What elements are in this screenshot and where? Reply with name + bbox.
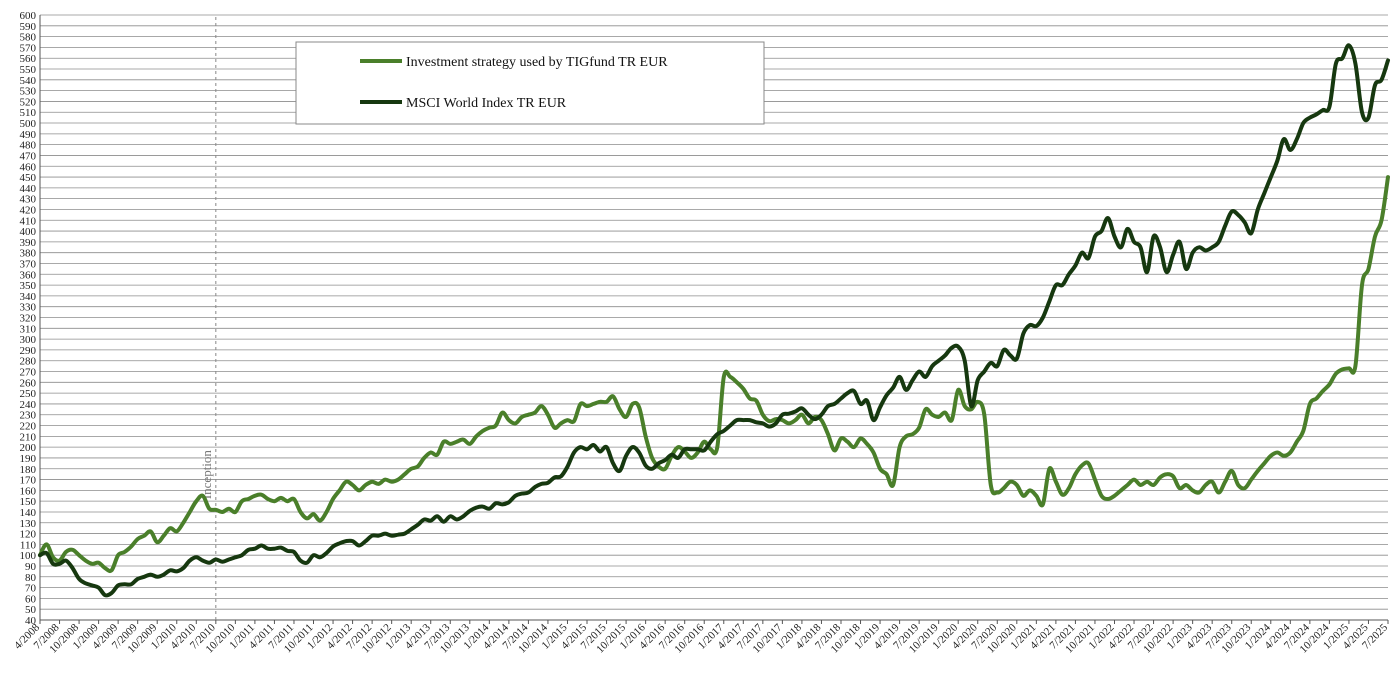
y-tick-label: 550 (20, 64, 37, 76)
y-tick-label: 290 (20, 345, 37, 357)
y-tick-label: 520 (20, 96, 37, 108)
y-tick-label: 60 (25, 593, 37, 605)
y-tick-label: 340 (20, 291, 37, 303)
y-tick-label: 510 (20, 107, 37, 119)
y-tick-label: 430 (20, 194, 37, 206)
y-tick-label: 170 (20, 475, 37, 487)
x-axis-ticks: 4/20087/200810/20081/20094/20097/200910/… (12, 620, 1390, 656)
y-tick-label: 270 (20, 367, 37, 379)
y-tick-label: 120 (20, 529, 37, 541)
grid (39, 14, 1388, 621)
y-tick-label: 580 (20, 32, 37, 44)
y-tick-label: 420 (20, 204, 37, 216)
y-tick-label: 450 (20, 172, 37, 184)
y-tick-label: 410 (20, 215, 37, 227)
y-tick-label: 280 (20, 356, 37, 368)
y-tick-label: 150 (20, 496, 37, 508)
y-tick-label: 140 (20, 507, 37, 519)
inception-label: Inception (199, 450, 214, 500)
y-tick-label: 590 (20, 21, 37, 33)
y-tick-label: 210 (20, 431, 37, 443)
legend: Investment strategy used by TIGfund TR E… (295, 41, 765, 125)
y-tick-label: 160 (20, 485, 37, 497)
y-tick-label: 540 (20, 75, 37, 87)
y-tick-label: 530 (20, 86, 37, 98)
legend-box (295, 41, 765, 125)
y-tick-label: 180 (20, 464, 37, 476)
y-tick-label: 380 (20, 248, 37, 260)
y-tick-label: 100 (20, 550, 37, 562)
y-tick-label: 480 (20, 140, 37, 152)
y-tick-label: 230 (20, 410, 37, 422)
y-tick-label: 200 (20, 442, 37, 454)
y-tick-label: 470 (20, 150, 37, 162)
y-tick-label: 90 (25, 561, 37, 573)
y-tick-label: 50 (25, 604, 37, 616)
y-tick-label: 400 (20, 226, 37, 238)
series-line-strategy (38, 175, 1390, 574)
y-tick-label: 240 (20, 399, 37, 411)
y-tick-label: 110 (20, 539, 37, 551)
y-tick-label: 600 (20, 10, 37, 22)
y-tick-label: 330 (20, 302, 37, 314)
y-tick-label: 300 (20, 334, 37, 346)
y-tick-label: 490 (20, 129, 37, 141)
y-tick-label: 250 (20, 388, 37, 400)
y-tick-label: 40 (25, 615, 37, 627)
y-tick-label: 80 (25, 572, 37, 584)
y-axis-ticks: 4050607080901001101201301401501601701801… (20, 10, 37, 627)
y-tick-label: 460 (20, 161, 37, 173)
y-tick-label: 130 (20, 518, 37, 530)
y-tick-label: 70 (25, 583, 37, 595)
y-tick-label: 440 (20, 183, 37, 195)
y-tick-label: 370 (20, 258, 37, 270)
y-tick-label: 560 (20, 53, 37, 65)
y-tick-label: 190 (20, 453, 37, 465)
y-tick-label: 570 (20, 42, 37, 54)
y-tick-label: 310 (20, 323, 37, 335)
y-tick-label: 390 (20, 237, 37, 249)
y-tick-label: 360 (20, 269, 37, 281)
y-tick-label: 260 (20, 377, 37, 389)
series-line-msci (38, 43, 1390, 598)
series (38, 43, 1390, 598)
legend-label-strategy: Investment strategy used by TIGfund TR E… (406, 55, 668, 70)
y-tick-label: 220 (20, 421, 37, 433)
y-tick-label: 350 (20, 280, 37, 292)
legend-label-msci: MSCI World Index TR EUR (406, 96, 567, 111)
annotations: Inception (199, 17, 217, 620)
y-tick-label: 320 (20, 313, 37, 325)
y-tick-label: 500 (20, 118, 37, 130)
